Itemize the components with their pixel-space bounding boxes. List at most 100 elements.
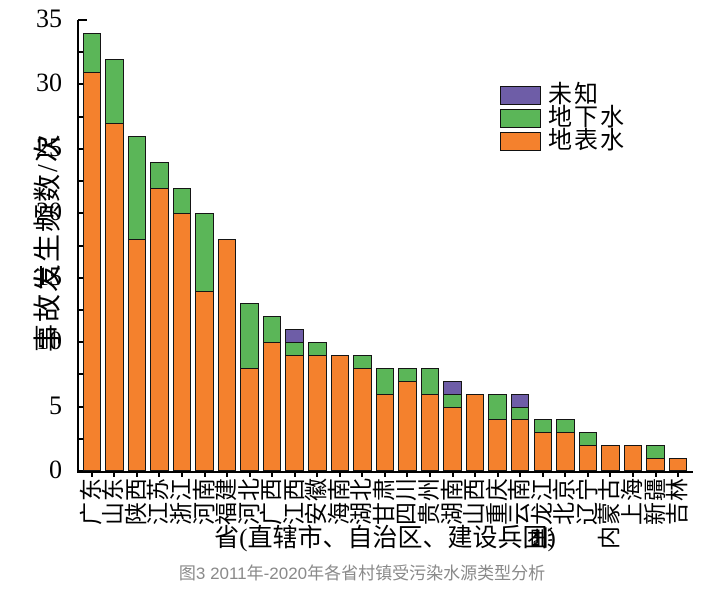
legend-item-groundwater: 地下水 (500, 105, 626, 131)
x-tick (541, 473, 544, 477)
y-minor-tick (78, 308, 83, 311)
bar-segment-地下水 (285, 342, 304, 357)
bar-segment-地表水 (465, 393, 485, 471)
x-tick (496, 473, 499, 477)
bar-segment-地表水 (488, 419, 507, 471)
bar-segment-未知 (285, 329, 304, 344)
x-tick (203, 473, 206, 477)
x-tick (474, 473, 477, 477)
x-tick (158, 473, 161, 477)
legend-label: 未知 (548, 82, 600, 108)
x-tick (135, 473, 138, 477)
bar-segment-地下水 (646, 445, 665, 460)
x-tick (338, 473, 341, 477)
bar-segment-地表水 (578, 445, 598, 471)
y-major-tick (78, 405, 87, 408)
bar-segment-未知 (443, 380, 462, 395)
y-minor-tick (78, 437, 83, 440)
bar-segment-地表水 (556, 432, 575, 471)
bar-segment-地下水 (127, 135, 147, 241)
legend-item-unknown: 未知 (500, 82, 626, 108)
x-tick (226, 473, 229, 477)
x-tick (406, 473, 409, 477)
x-tick (293, 473, 296, 477)
legend-label: 地下水 (548, 105, 626, 131)
bar-segment-地下水 (488, 393, 507, 421)
x-tick (631, 473, 634, 477)
x-category-label: 吉林 (665, 477, 691, 525)
x-tick (677, 473, 680, 477)
bar-segment-地下水 (510, 406, 530, 421)
x-axis-title: 省(直辖市、自治区、建设兵团) (214, 525, 556, 552)
figure-caption: 图3 2011年-2020年各省村镇受污染水源类型分析 (178, 564, 546, 583)
y-tick-label: 5 (49, 390, 62, 420)
bar-segment-地表水 (398, 380, 417, 471)
x-tick (90, 473, 93, 477)
bar-segment-地表水 (443, 406, 462, 471)
x-tick (113, 473, 116, 477)
bar-segment-地表水 (308, 355, 327, 471)
x-tick (564, 473, 567, 477)
x-tick (654, 473, 657, 477)
legend-item-surfacewater: 地表水 (500, 129, 626, 153)
y-tick-label: 30 (36, 68, 62, 98)
x-tick (316, 473, 319, 477)
bar-segment-地下水 (105, 58, 124, 125)
bar-segment-地表水 (240, 367, 259, 471)
bar-segment-地下水 (240, 303, 259, 369)
bar-segment-地表水 (623, 445, 643, 471)
bar-segment-地表水 (420, 393, 440, 471)
bar-segment-地下水 (353, 355, 372, 369)
bar-segment-地表水 (601, 445, 620, 471)
x-tick (248, 473, 251, 477)
bar-segment-地表水 (150, 187, 169, 471)
bar-segment-地下水 (578, 432, 598, 447)
bar-segment-地下水 (150, 161, 169, 189)
x-tick (609, 473, 612, 477)
legend-swatch-unknown-icon (500, 85, 541, 105)
bar-segment-地下水 (172, 187, 192, 215)
x-tick (451, 473, 454, 477)
x-tick (519, 473, 522, 477)
y-tick-label: 10 (36, 326, 62, 356)
bar-segment-地下水 (82, 32, 102, 73)
y-minor-tick (78, 373, 83, 376)
bar-segment-地表水 (353, 367, 372, 471)
legend-swatch-surfacewater-icon (500, 131, 541, 151)
y-major-tick (78, 212, 87, 215)
x-axis-line (77, 471, 693, 473)
bar-segment-地表水 (375, 393, 395, 471)
bar-segment-地下水 (556, 419, 575, 434)
bar-segment-地表水 (105, 123, 124, 471)
bar-segment-地表水 (510, 419, 530, 471)
legend-swatch-groundwater-icon (500, 108, 541, 128)
x-tick (383, 473, 386, 477)
x-tick (180, 473, 183, 477)
bar-segment-地下水 (195, 213, 214, 292)
y-tick-label: 0 (49, 455, 62, 484)
y-tick-label: 15 (36, 261, 62, 291)
y-major-tick (78, 147, 87, 150)
y-major-tick (78, 83, 87, 86)
bar-segment-地表水 (668, 458, 688, 471)
bar-segment-地表水 (330, 355, 350, 471)
y-tick-label: 35 (36, 4, 62, 33)
y-major-tick (78, 470, 87, 472)
bar-segment-地表水 (82, 71, 102, 471)
bar-segment-地表水 (262, 342, 282, 471)
y-axis-line (77, 20, 79, 473)
bar-segment-未知 (510, 393, 530, 408)
bar-segment-地下水 (533, 419, 553, 434)
bar-segment-地下水 (262, 316, 282, 344)
bar-segment-地下水 (420, 367, 440, 395)
bar-segment-地下水 (398, 367, 417, 382)
y-axis-title: 事故发生频数/次 (33, 132, 64, 352)
y-major-tick (78, 341, 87, 344)
x-tick (271, 473, 274, 477)
y-tick-label: 20 (36, 197, 62, 227)
y-major-tick (78, 19, 87, 21)
y-tick-label: 25 (36, 132, 62, 162)
bar-segment-地下水 (308, 342, 327, 357)
bar-segment-地表水 (217, 239, 237, 471)
